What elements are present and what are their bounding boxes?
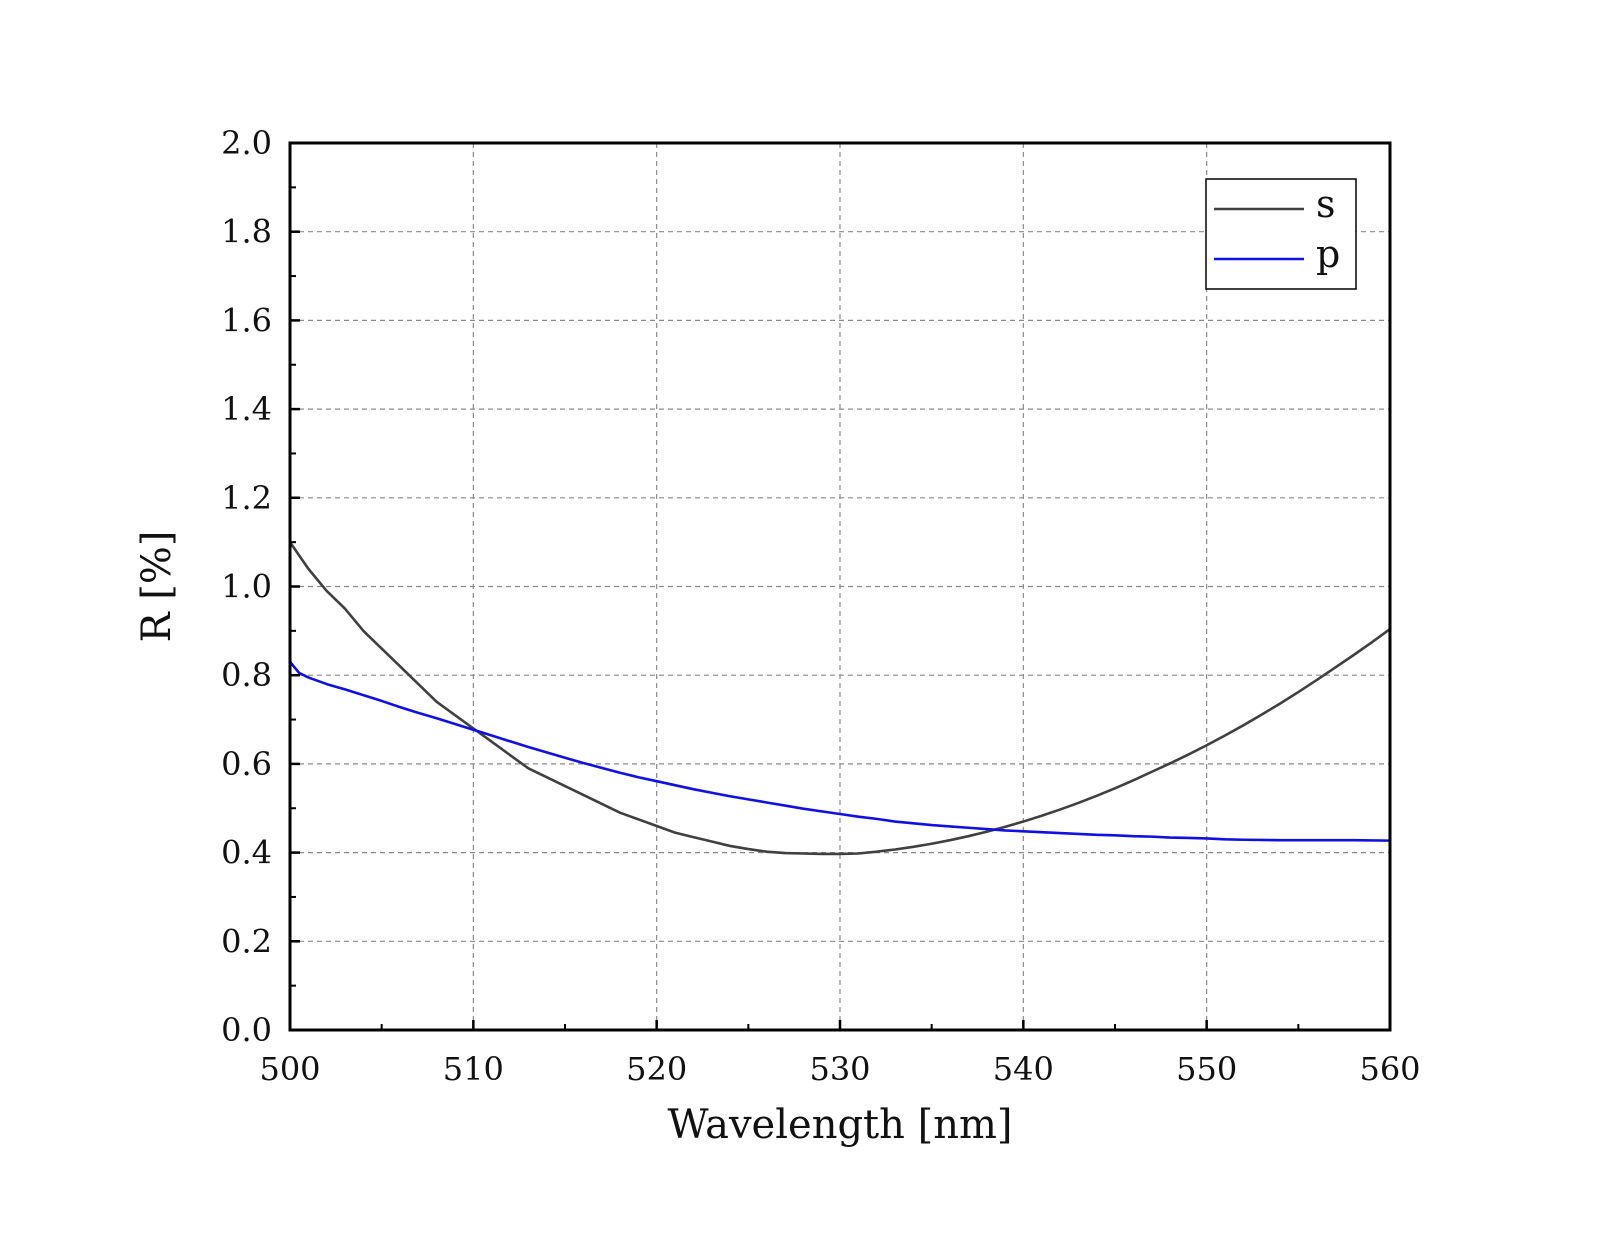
legend-label-p: p bbox=[1316, 232, 1340, 276]
y-tick-label: 0.0 bbox=[221, 1011, 272, 1049]
x-tick-label: 550 bbox=[1176, 1050, 1237, 1088]
y-tick-label: 1.0 bbox=[221, 568, 272, 606]
series-layer bbox=[288, 541, 1391, 856]
x-tick-label: 500 bbox=[259, 1050, 320, 1088]
y-tick-label: 1.8 bbox=[221, 213, 272, 251]
tick-labels: 500 510 520 530 540 550 560 0.0 0.2 0.4 0.6 0.8 1.0 1… bbox=[221, 124, 1420, 1088]
y-tick-label: 1.4 bbox=[221, 390, 272, 428]
y-tick-label: 0.8 bbox=[221, 656, 272, 694]
y-tick-label: 0.6 bbox=[221, 745, 272, 783]
legend: s p bbox=[1205, 178, 1357, 290]
x-tick-label: 520 bbox=[626, 1050, 687, 1088]
x-axis-title: Wavelength [nm] bbox=[667, 1102, 1012, 1148]
legend-box bbox=[1205, 178, 1357, 290]
x-tick-label: 530 bbox=[809, 1050, 870, 1088]
y-tick-label: 0.4 bbox=[221, 834, 272, 872]
axis-ticks bbox=[288, 141, 1392, 1032]
y-tick-label: 2.0 bbox=[221, 124, 272, 162]
grid bbox=[290, 143, 1390, 1030]
y-tick-label: 1.2 bbox=[221, 479, 272, 517]
x-tick-label: 540 bbox=[993, 1050, 1054, 1088]
legend-label-s: s bbox=[1316, 182, 1336, 226]
x-tick-label: 510 bbox=[443, 1050, 504, 1088]
y-axis-title: R [%] bbox=[134, 530, 180, 642]
series-line-p bbox=[288, 661, 1391, 842]
x-tick-label: 560 bbox=[1359, 1050, 1420, 1088]
y-tick-label: 1.6 bbox=[221, 301, 272, 339]
y-tick-label: 0.2 bbox=[221, 922, 272, 960]
